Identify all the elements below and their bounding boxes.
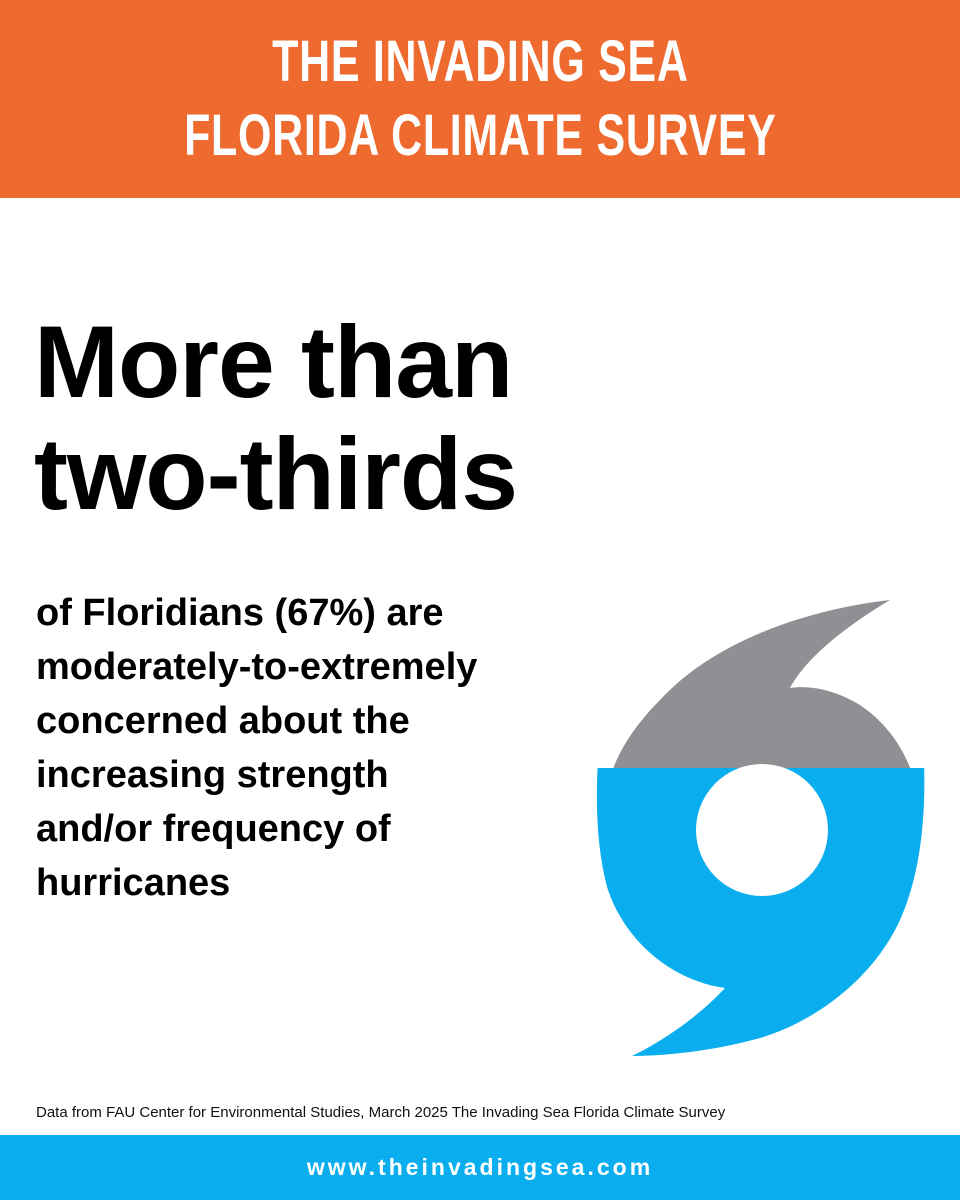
body-line-3: concerned about the: [36, 700, 410, 742]
headline-line-2: two-thirds: [34, 417, 518, 531]
headline-line-1: More than: [34, 305, 513, 419]
body-line-4: increasing strength: [36, 754, 389, 796]
body-line-2: moderately-to-extremely: [36, 646, 478, 688]
hurricane-top-arm: [613, 600, 911, 768]
header-title-line-2: FLORIDA CLIMATE SURVEY: [183, 103, 777, 168]
body-line-6: hurricanes: [36, 862, 231, 904]
hurricane-icon: [590, 590, 930, 1060]
header-title-line-1: THE INVADING SEA: [271, 29, 689, 94]
source-note: Data from FAU Center for Environmental S…: [36, 1104, 726, 1121]
headline: More than two-thirds: [34, 305, 518, 531]
footer-bar: www.theinvadingsea.com: [0, 1135, 960, 1200]
body-line-1: of Floridians (67%) are: [36, 592, 444, 634]
header-banner: THE INVADING SEA FLORIDA CLIMATE SURVEY: [0, 0, 960, 198]
website-link[interactable]: www.theinvadingsea.com: [306, 1154, 654, 1180]
hurricane-bottom-arm: [596, 768, 925, 1056]
body-line-5: and/or frequency of: [36, 808, 391, 850]
body-text: of Floridians (67%) are moderately-to-ex…: [36, 586, 636, 910]
hurricane-eye: [696, 764, 828, 896]
